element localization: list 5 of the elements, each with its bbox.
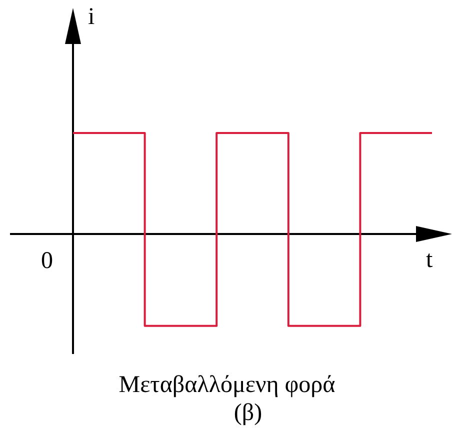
text: (β) (234, 400, 262, 426)
text: Μεταβαλλόμενη φορά (118, 372, 336, 398)
y-axis-title: i (88, 4, 95, 30)
annotation: 0 (41, 248, 53, 274)
x-axis-title: t (426, 247, 433, 273)
